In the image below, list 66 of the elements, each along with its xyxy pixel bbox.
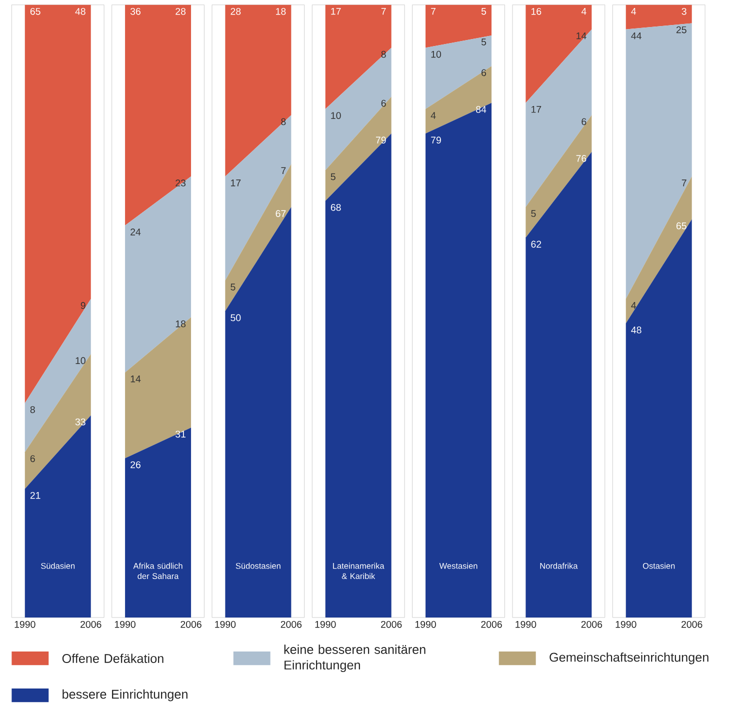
data-label: 28 [230,8,241,15]
data-label: 6 [582,118,586,126]
x-tick-label: 1990 [315,621,336,628]
data-label: 6 [30,455,35,462]
data-label: 6 [482,69,486,76]
x-tick-label: 2006 [80,621,102,628]
data-label: 4 [631,302,636,309]
x-tick-label: 2006 [481,621,502,628]
data-label: 14 [130,376,141,382]
data-label: 31 [176,430,186,438]
x-tick-label: 1990 [215,621,236,628]
x-tick-label: 2006 [280,621,302,628]
x-tick-label: 1990 [114,621,136,628]
data-label: 24 [130,228,141,236]
text: Südostasien [236,562,280,569]
data-label: 8 [30,406,35,414]
data-label: 62 [531,240,542,248]
data-label: 16 [532,8,542,15]
data-label: 21 [30,492,40,499]
legend-label: Gemeinschaftseinrichtungen [550,652,708,664]
text: Westasien [439,562,478,569]
data-label: 79 [431,136,441,144]
x-tick-label: 1990 [14,621,36,628]
data-label: 17 [231,180,241,186]
data-label: 84 [476,106,486,114]
x-tick-label: 1990 [516,621,536,628]
x-tick-label: 1990 [616,621,636,628]
data-label: 65 [676,222,686,230]
legend-label: bessere Einrichtungen [62,690,188,702]
data-label: 5 [531,210,536,218]
text: Lateinamerika & Karibik [333,562,384,580]
data-label: 4 [430,112,436,119]
data-label: 7 [281,167,286,174]
text: Nordafrika [540,562,578,569]
data-label: 18 [176,320,186,328]
text: Ostasien [642,562,675,569]
data-label: 26 [130,461,140,468]
data-label: 68 [330,204,341,212]
data-label: 5 [330,174,336,180]
data-label: 17 [331,8,341,15]
data-label: 48 [631,326,642,334]
legend-label: Offene Defäkation [62,654,164,664]
x-tick-label: 2006 [381,621,402,628]
x-tick-label: 1990 [415,621,436,628]
data-label: 18 [276,8,286,15]
data-label: 79 [376,136,386,144]
data-label: 17 [532,106,542,113]
data-label: 33 [75,418,86,426]
text: Afrika südlich der Sahara [133,562,182,580]
data-label: 4 [581,8,586,15]
x-tick-label: 2006 [581,621,602,628]
text: Südasien [41,562,75,569]
data-label: 50 [230,314,241,322]
x-tick-label: 2006 [180,621,202,628]
data-label: 7 [381,8,386,15]
legend-label: keine besseren sanitären Einrichtungen [284,644,426,672]
data-label: 6 [381,100,386,107]
data-label: 14 [576,32,586,40]
data-label: 10 [431,51,442,58]
x-tick-label: 2006 [682,621,702,628]
data-label: 67 [276,210,286,218]
data-label: 10 [331,112,341,120]
data-label: 7 [682,180,686,186]
data-label: 76 [576,155,586,162]
data-label: 5 [230,284,236,291]
data-label: 44 [631,32,642,40]
